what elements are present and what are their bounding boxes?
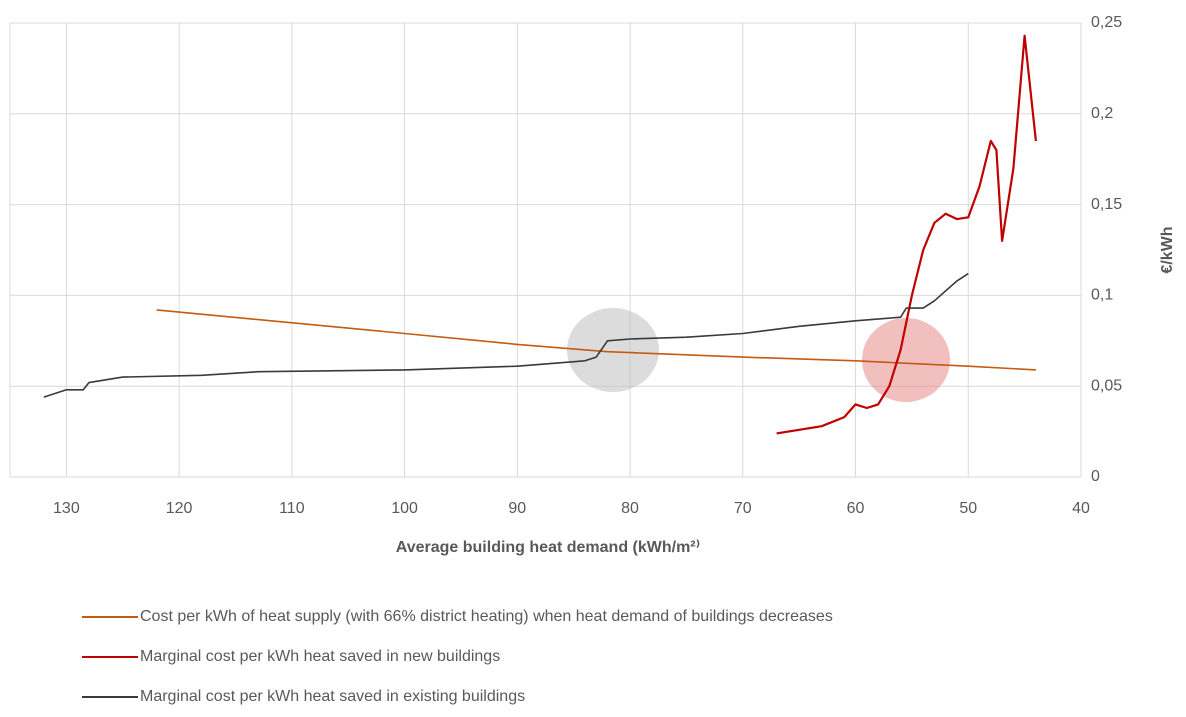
series-line xyxy=(43,272,969,398)
x-tick-label: 120 xyxy=(166,500,193,517)
x-tick-label: 50 xyxy=(959,500,977,517)
legend-label: Marginal cost per kWh heat saved in new … xyxy=(140,648,500,665)
x-axis-title: Average building heat demand (kWh/m²⁾ xyxy=(396,539,701,556)
x-tick-label: 60 xyxy=(847,500,865,517)
y-tick-label: 0 xyxy=(1091,468,1100,485)
highlight-circle xyxy=(567,308,659,392)
x-tick-label: 110 xyxy=(279,500,305,517)
x-tick-label: 70 xyxy=(734,500,752,517)
series-line xyxy=(156,309,1036,371)
y-tick-label: 0,1 xyxy=(1091,287,1113,304)
highlight-circle xyxy=(862,318,950,402)
legend-label: Cost per kWh of heat supply (with 66% di… xyxy=(140,608,833,625)
x-tick-label: 130 xyxy=(53,500,80,517)
y-tick-label: 0,2 xyxy=(1091,105,1113,122)
y-tick-label: 0,05 xyxy=(1091,377,1122,394)
legend-label: Marginal cost per kWh heat saved in exis… xyxy=(140,688,525,705)
series-line xyxy=(776,34,1037,435)
y-axis-title: €/kWh xyxy=(1159,226,1176,273)
y-tick-label: 0,25 xyxy=(1091,14,1122,31)
x-tick-label: 90 xyxy=(508,500,526,517)
x-tick-label: 40 xyxy=(1072,500,1090,517)
x-tick-label: 100 xyxy=(391,500,418,517)
y-tick-label: 0,15 xyxy=(1091,196,1122,213)
x-tick-label: 80 xyxy=(621,500,639,517)
